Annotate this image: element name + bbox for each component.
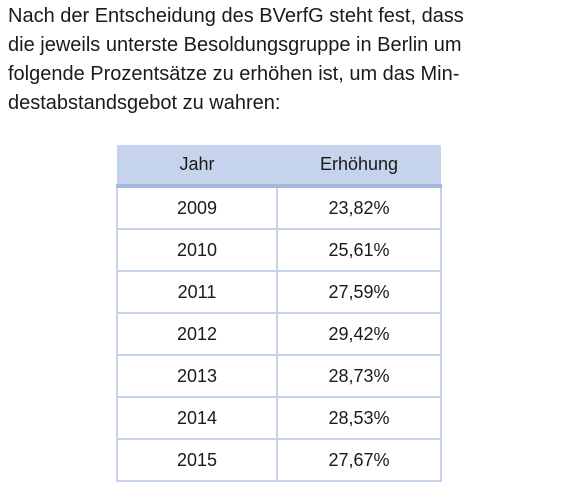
table-row: 2013 28,73% [116,354,442,398]
table-header-row: Jahr Erhöhung [117,145,441,188]
year-cell: 2010 [116,228,278,272]
year-cell: 2014 [116,396,278,440]
table-row: 2014 28,53% [116,396,442,440]
intro-line: Nach der Entscheidung des BVerfG steht f… [8,5,464,27]
increase-cell: 27,59% [276,270,442,314]
intro-line: destabstandsgebot zu wahren: [8,92,281,114]
table-row: 2015 27,67% [116,438,442,482]
intro-line: folgende Prozentsätze zu erhöhen ist, um… [8,63,460,85]
increase-cell: 25,61% [276,228,442,272]
year-cell: 2009 [116,185,278,230]
raise-table: Jahr Erhöhung 2009 23,82% 2010 25,61% 20… [116,145,442,482]
intro-paragraph: Nach der Entscheidung des BVerfG steht f… [8,2,560,118]
year-cell: 2015 [116,438,278,482]
increase-cell: 29,42% [276,312,442,356]
table-row: 2009 23,82% [116,185,442,230]
header-increase: Erhöhung [277,145,441,188]
increase-cell: 27,67% [276,438,442,482]
table-row: 2012 29,42% [116,312,442,356]
increase-cell: 23,82% [276,185,442,230]
table-row: 2010 25,61% [116,228,442,272]
year-cell: 2012 [116,312,278,356]
increase-cell: 28,53% [276,396,442,440]
table-row: 2011 27,59% [116,270,442,314]
year-cell: 2011 [116,270,278,314]
increase-cell: 28,73% [276,354,442,398]
header-year: Jahr [117,145,277,188]
year-cell: 2013 [116,354,278,398]
intro-line: die jeweils unterste Besoldungsgruppe in… [8,34,462,56]
